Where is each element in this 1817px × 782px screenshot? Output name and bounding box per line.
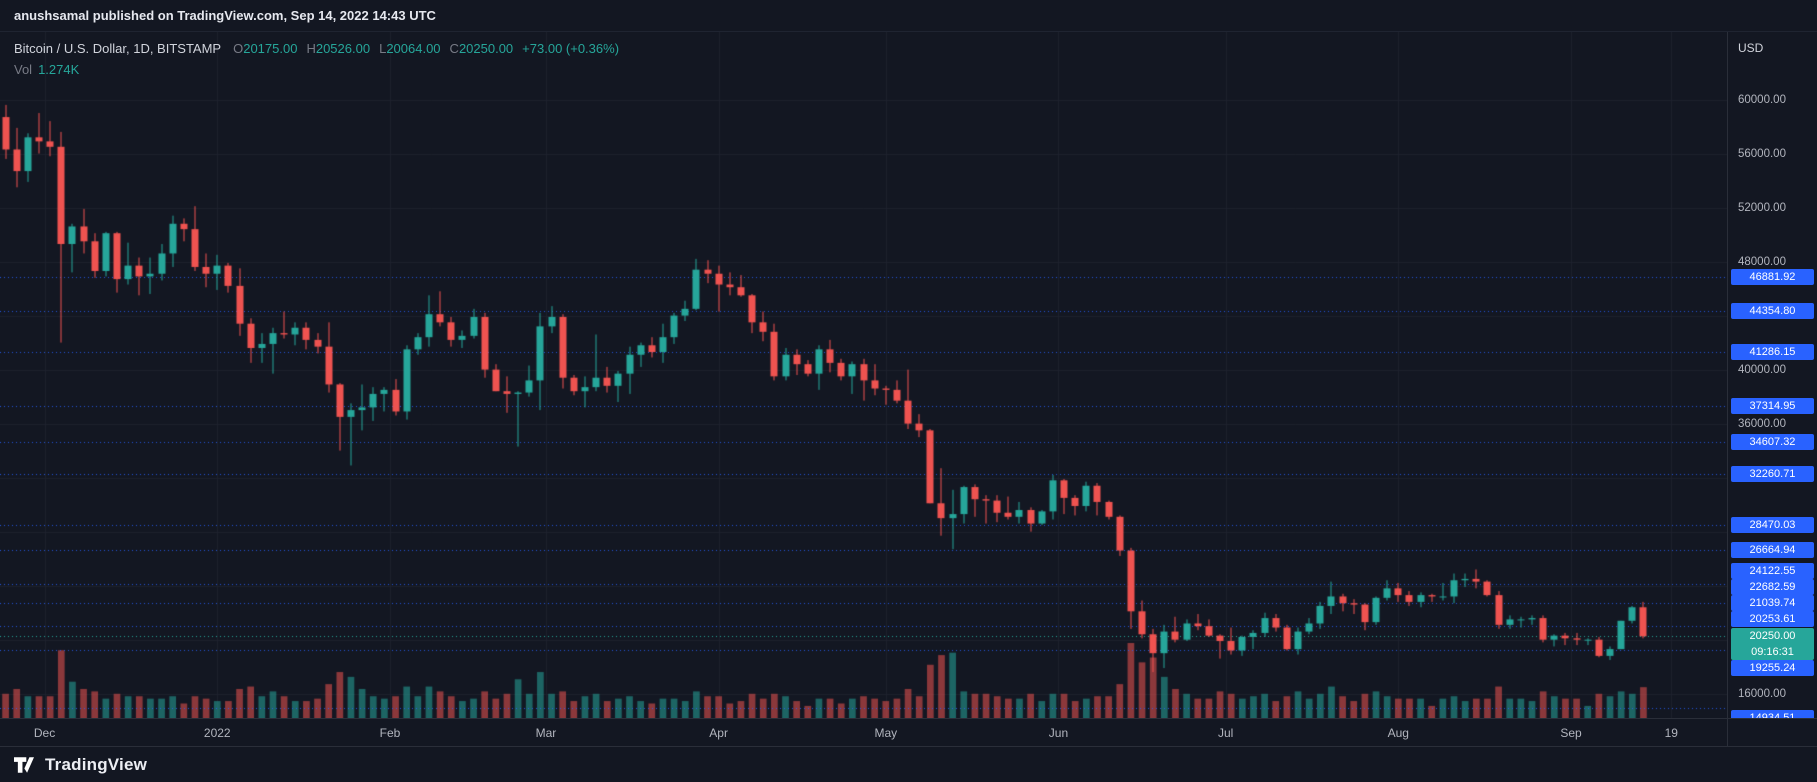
legend-open-value: 20175.00 — [243, 41, 298, 56]
legend-close-label: C — [449, 41, 459, 56]
price-level-badge: 19255.24 — [1731, 660, 1814, 677]
price-tick-label: 16000.00 — [1738, 687, 1786, 700]
price-tick-label: 60000.00 — [1738, 93, 1786, 106]
publish-header: anushsamal published on TradingView.com,… — [0, 0, 1817, 32]
time-axis-label: Jun — [1048, 726, 1069, 740]
legend-high-label: H — [306, 41, 316, 56]
axis-corner — [1727, 718, 1817, 746]
legend-open-label: O — [233, 41, 244, 56]
current-price-value: 20250.00 — [1749, 630, 1796, 643]
price-level-badge: 22682.59 — [1731, 579, 1814, 596]
price-level-badge: 41286.15 — [1731, 344, 1814, 361]
price-chart-canvas[interactable] — [0, 32, 1727, 718]
price-level-badge: 28470.03 — [1731, 517, 1814, 534]
legend-close-value: 20250.00 — [458, 41, 514, 56]
price-level-badge-clipped: 14934.51 — [1731, 710, 1814, 718]
time-axis-label: Dec — [33, 726, 56, 740]
legend-low-label: L — [379, 41, 387, 56]
time-axis[interactable]: Dec 2022 Feb Mar Apr May Jun Jul Aug Sep 19 — [0, 718, 1817, 746]
chart-legend: Bitcoin / U.S. Dollar, 1D, BITSTAMP O201… — [14, 38, 619, 80]
legend-change-value: +73.00 (+0.36%) — [522, 41, 620, 56]
time-axis-label: Apr — [709, 726, 728, 740]
price-level-badge: 20253.61 — [1731, 611, 1814, 628]
price-level-badge: 44354.80 — [1731, 302, 1814, 319]
footer-bar: TradingView — [0, 746, 1817, 782]
legend-high-value: 20526.00 — [315, 41, 371, 56]
price-tick-label: 56000.00 — [1738, 147, 1786, 160]
time-axis-label: May — [874, 726, 898, 740]
candle-countdown: 09:16:31 — [1751, 646, 1794, 659]
chart-panel: Bitcoin / U.S. Dollar, 1D, BITSTAMP O201… — [0, 32, 1817, 718]
volume-value: 1.274K — [38, 62, 80, 77]
publish-header-text: anushsamal published on TradingView.com,… — [14, 8, 436, 23]
time-axis-label: Sep — [1560, 726, 1582, 740]
price-level-badge: 34607.32 — [1731, 434, 1814, 451]
price-level-badge: 21039.74 — [1731, 595, 1814, 612]
footer-brand[interactable]: TradingView — [45, 754, 148, 774]
price-tick-label: 36000.00 — [1738, 417, 1786, 430]
price-tick-label: 48000.00 — [1738, 255, 1786, 268]
symbol-title[interactable]: Bitcoin / U.S. Dollar, 1D, BITSTAMP — [14, 41, 222, 56]
volume-label: Vol — [14, 62, 33, 77]
price-level-badge: 37314.95 — [1731, 397, 1814, 414]
chart-area: Bitcoin / U.S. Dollar, 1D, BITSTAMP O201… — [0, 32, 1727, 718]
legend-low-value: 20064.00 — [386, 41, 441, 56]
price-axis[interactable]: USD 60000.00 56000.00 52000.00 48000.00 4000… — [1727, 32, 1817, 718]
time-axis-label: Feb — [379, 726, 401, 740]
price-tick-label: 40000.00 — [1738, 363, 1786, 376]
time-axis-label: Jul — [1217, 726, 1234, 740]
time-axis-label: 19 — [1664, 726, 1678, 740]
currency-label: USD — [1738, 41, 1764, 55]
price-tick-label: 52000.00 — [1738, 201, 1786, 214]
price-level-badge: 26664.94 — [1731, 541, 1814, 558]
legend-volume-row: Vol 1.274K — [14, 59, 619, 80]
time-axis-label: 2022 — [203, 726, 231, 740]
time-axis-label: Aug — [1387, 726, 1409, 740]
tradingview-logo[interactable] — [12, 755, 36, 775]
time-axis-label: Mar — [535, 726, 557, 740]
price-level-badge: 32260.71 — [1731, 466, 1814, 483]
price-level-badge: 24122.55 — [1731, 563, 1814, 580]
price-level-badge: 46881.92 — [1731, 268, 1814, 285]
current-price-badge: 20250.00 09:16:31 — [1731, 628, 1814, 661]
legend-symbol-row: Bitcoin / U.S. Dollar, 1D, BITSTAMP O201… — [14, 38, 619, 59]
